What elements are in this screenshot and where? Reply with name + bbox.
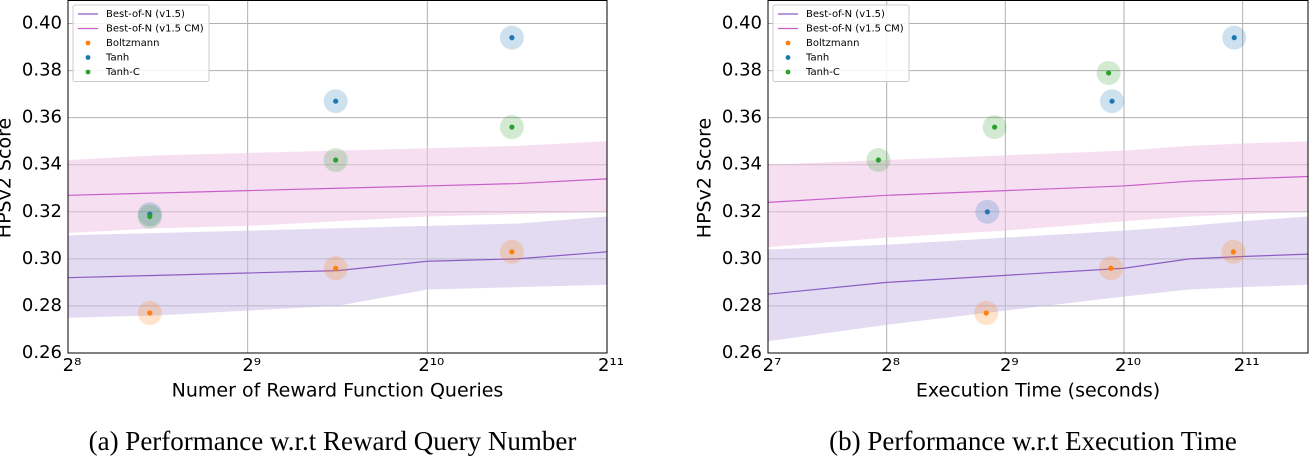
- chart-panel: 0.26 0.28 0.30 0.32 0.34 0.36 0.38 0.40 2⁸ 2⁹ 2¹⁰ 2…: [0, 0, 624, 456]
- point: [509, 249, 515, 255]
- x-tick-label: 2⁸: [881, 355, 900, 376]
- line: [768, 175, 1308, 203]
- y-tick-label: 0.36: [722, 107, 762, 128]
- plot-area: [768, 0, 1308, 353]
- point: [1108, 265, 1114, 271]
- y-tick-label: 0.34: [22, 154, 62, 175]
- series-layer: [68, 25, 607, 325]
- y-tick-label: 0.36: [22, 107, 62, 128]
- plot-area: [68, 0, 607, 353]
- point: [333, 265, 339, 271]
- plot-frame: [767, 0, 1309, 354]
- legend-swatch: [785, 40, 791, 46]
- legend-swatch: [785, 55, 791, 60]
- legend-swatch: [85, 69, 91, 75]
- x-tick-label: 2⁹: [1000, 355, 1019, 376]
- line: [68, 178, 607, 196]
- point: [1231, 35, 1237, 41]
- y-tick-label: 0.40: [722, 13, 762, 34]
- legend-swatch: [785, 69, 791, 75]
- y-tick-label: 0.28: [722, 295, 762, 316]
- legend-label: Best-of-N (v1.5): [806, 9, 885, 20]
- point: [1230, 249, 1236, 255]
- y-tick-label: 0.26: [22, 342, 62, 363]
- confidence-band: [68, 141, 607, 233]
- x-tick-label: 2⁸: [63, 355, 82, 376]
- caption: (b) Performance w.r.t Execution Time: [829, 426, 1237, 456]
- y-tick-label: 0.38: [722, 60, 762, 81]
- y-tick-label: 0.30: [22, 248, 62, 269]
- point: [983, 310, 989, 316]
- y-tick-label: 0.40: [22, 13, 62, 34]
- chart-panel: 0.26 0.28 0.30 0.32 0.34 0.36 0.38 0.40 2⁷ 2⁸ 2⁹ 2¹…: [694, 0, 1309, 456]
- point: [509, 35, 515, 41]
- legend-label: Best-of-N (v1.5 CM): [806, 24, 904, 35]
- legend-swatch: [85, 55, 91, 60]
- point: [509, 124, 515, 130]
- point: [333, 157, 339, 163]
- x-tick-label: 2⁷: [763, 355, 782, 376]
- caption: (a) Performance w.r.t Reward Query Numbe…: [89, 426, 577, 456]
- y-axis-label: HPSv2 Score: [0, 118, 16, 238]
- confidence-band: [768, 141, 1308, 248]
- legend: Best-of-N (v1.5) Best-of-N (v1.5 CM) Boltz…: [72, 4, 210, 82]
- x-axis-label: Numer of Reward Function Queries: [172, 380, 504, 402]
- point: [984, 209, 990, 215]
- confidence-band: [768, 216, 1308, 342]
- y-tick-label: 0.34: [722, 154, 762, 175]
- legend-label: Boltzmann: [106, 38, 159, 49]
- x-tick-label: 2¹⁰: [1115, 355, 1141, 376]
- legend: Best-of-N (v1.5) Best-of-N (v1.5 CM) Boltz…: [772, 4, 910, 82]
- legend-label: Tanh-C: [105, 67, 140, 78]
- y-tick-label: 0.38: [22, 60, 62, 81]
- legend-label: Tanh: [105, 53, 129, 64]
- x-tick-label: 2¹¹: [1234, 355, 1260, 376]
- y-tick-label: 0.32: [722, 201, 762, 222]
- legend-frame: [72, 4, 210, 82]
- point: [1109, 98, 1115, 104]
- point: [147, 310, 153, 316]
- y-tick-label: 0.32: [22, 201, 62, 222]
- x-tick-label: 2⁹: [242, 355, 261, 376]
- series-layer: [768, 25, 1308, 342]
- plot-frame: [67, 0, 608, 354]
- point: [147, 213, 153, 220]
- y-axis-label: HPSv2 Score: [694, 118, 716, 238]
- line: [68, 251, 607, 279]
- line: [768, 253, 1308, 295]
- point: [1106, 70, 1112, 76]
- legend-label: Boltzmann: [806, 38, 859, 49]
- point: [875, 157, 882, 163]
- y-tick-label: 0.26: [722, 342, 762, 363]
- legend-swatch: [85, 40, 91, 46]
- x-axis-label: Execution Time (seconds): [916, 380, 1160, 402]
- point: [992, 124, 998, 130]
- legend-label: Best-of-N (v1.5 CM): [106, 24, 204, 35]
- x-tick-label: 2¹⁰: [418, 355, 444, 376]
- y-tick-label: 0.28: [22, 295, 62, 316]
- legend-label: Tanh-C: [805, 67, 840, 78]
- legend-label: Tanh: [805, 53, 829, 64]
- x-tick-label: 2¹¹: [598, 355, 624, 376]
- point: [333, 98, 339, 104]
- legend-label: Best-of-N (v1.5): [106, 9, 185, 20]
- legend-frame: [772, 4, 910, 82]
- y-tick-label: 0.30: [722, 248, 762, 269]
